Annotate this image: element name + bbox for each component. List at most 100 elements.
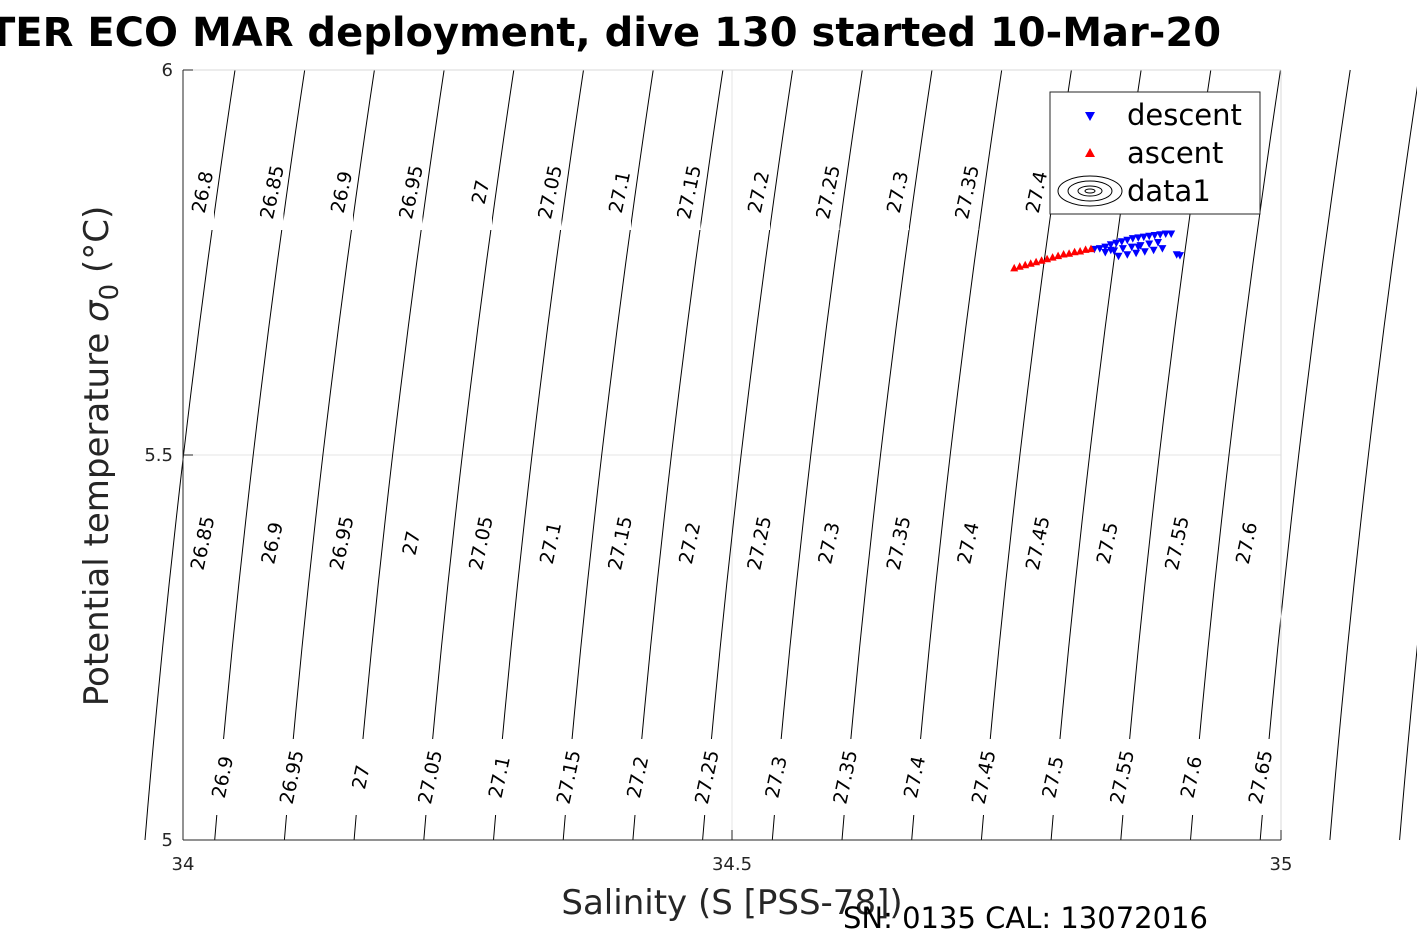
isopycnal-line (771, 69, 863, 841)
descent-point (1149, 246, 1158, 255)
legend-box (1049, 91, 1261, 215)
contour-label-bg (607, 505, 632, 581)
contour-label-bg (832, 739, 857, 815)
contour-label-bg (537, 154, 562, 230)
isopycnal-line (841, 69, 933, 841)
legend-ascent-marker (1085, 148, 1095, 157)
x-axis-label: Salinity (S [PSS-78]) (561, 883, 902, 923)
ascent-point (1087, 244, 1095, 253)
x-tick-label: 34 (172, 854, 195, 875)
contour-label-bg (1178, 739, 1203, 815)
chart-title: TER ECO MAR deployment, dive 130 started… (0, 10, 1221, 56)
descent-point (1118, 245, 1127, 253)
isopycnal-line (562, 69, 654, 841)
descent-point (1101, 243, 1110, 252)
x-tick-label: 34.5 (712, 854, 752, 875)
y-axis-label-symbol: σ (77, 299, 117, 322)
descent-point (1145, 232, 1154, 241)
ascent-point (1070, 247, 1079, 256)
contour-label-bg (259, 505, 284, 581)
contour-label-bg (468, 505, 493, 581)
descent-point (1095, 245, 1104, 253)
contour-label-bg (746, 505, 771, 581)
contour-label-bg (329, 505, 354, 581)
descent-point (1134, 234, 1143, 242)
descent-point (1114, 252, 1123, 261)
legend-descent-label: descent (1127, 98, 1242, 132)
descent-point (1167, 230, 1176, 238)
contour-label-bg (1164, 505, 1189, 581)
contour-label: 27 (468, 178, 495, 206)
contour-label-bg (954, 154, 979, 230)
data-points (1010, 230, 1184, 272)
contour-label-bg (886, 505, 910, 581)
contour-label-bg (746, 154, 770, 230)
descent-point (1112, 239, 1121, 248)
isopycnal-line (493, 69, 584, 841)
descent-point (1123, 236, 1132, 245)
contour-label-bg (955, 505, 980, 581)
descent-point (1101, 249, 1110, 257)
descent-point (1161, 230, 1170, 238)
contour-label: 27 (348, 763, 375, 791)
descent-point (1127, 243, 1136, 252)
isopycnal-line (1259, 69, 1351, 841)
legend-descent-marker (1085, 112, 1095, 121)
contour-label-bg (763, 739, 788, 815)
isopycnal-line (214, 69, 306, 841)
plot-frame (183, 69, 1282, 840)
contour-label-bg (1094, 505, 1119, 581)
contour-label-bg (1248, 739, 1272, 815)
descent-point (1117, 238, 1126, 246)
contour-label-bg (468, 154, 492, 230)
contour-label-bg (902, 739, 926, 815)
grid-lines (183, 70, 1281, 840)
y-tick-label: 5 (162, 830, 173, 851)
y-axis-label-unit: (°C) (77, 206, 117, 273)
descent-point (1154, 239, 1162, 247)
contour-label-bg (329, 154, 353, 230)
y-axis-label-subscript: 0 (95, 284, 125, 301)
descent-point (1150, 232, 1159, 240)
descent-point (1139, 233, 1148, 242)
contour-label-bg (1109, 739, 1134, 815)
descent-point (1134, 243, 1143, 252)
isopycnal-line (283, 69, 375, 841)
contour-label-bg (816, 505, 841, 581)
contour-labels: 26.8 26.85 26.9 26.95 27 27.05 27.1 27.15 27.2 27… (187, 154, 1277, 815)
contour-label-bg (1024, 154, 1048, 230)
contour-label-bg (676, 154, 701, 230)
contour-label-bg (1025, 505, 1050, 581)
contour-label-bg (190, 154, 214, 230)
isopycnal-line (1329, 86, 1417, 841)
contour-label-bg (1040, 739, 1065, 815)
isopycnal-line (423, 69, 515, 841)
descent-point (1123, 251, 1132, 259)
contour-label-bg (677, 505, 702, 581)
contour-label: 27 (399, 529, 426, 557)
contour-label-bg (885, 154, 909, 230)
contour-label-bg (190, 505, 214, 581)
y-axis-label-main: Potential temperature (77, 333, 117, 706)
contour-label-bg (486, 739, 511, 815)
contour-label-bg (210, 739, 234, 815)
descent-point (1140, 248, 1149, 256)
contour-label-bg (259, 154, 284, 230)
contour-label-bg (279, 739, 304, 815)
descent-point (1176, 252, 1184, 260)
isopycnal-line (1190, 69, 1281, 841)
contour-label-bg (398, 505, 423, 581)
contour-label-bg (607, 154, 631, 230)
axis-ticks: 34 34.5 35 5 5.5 6 (144, 60, 1292, 875)
contour-label-bg (694, 739, 719, 815)
legend-ascent-label: ascent (1127, 136, 1223, 170)
descent-point (1156, 231, 1165, 239)
contour-label-bg (1234, 505, 1258, 581)
contour-label-bg (971, 739, 996, 815)
descent-point (1128, 235, 1137, 243)
contour-label-bg (625, 739, 650, 815)
ascent-point (1059, 250, 1068, 258)
y-axis-label: Potential temperature σ0 (°C) (77, 206, 127, 706)
contour-label-bg (398, 154, 423, 230)
legend: descent ascent data1 (1049, 91, 1261, 215)
